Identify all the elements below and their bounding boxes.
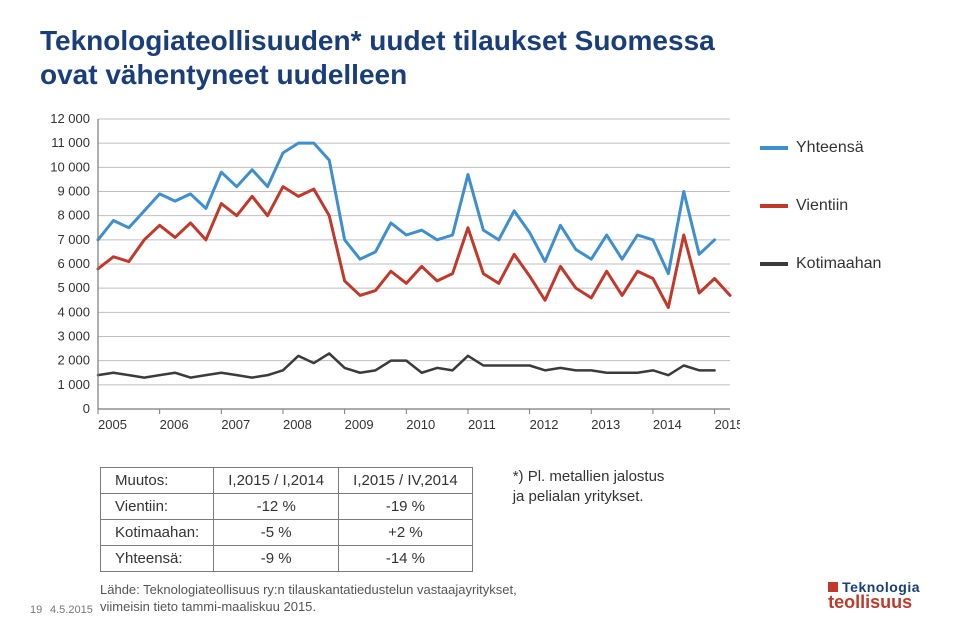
svg-text:2009: 2009 <box>345 417 374 432</box>
table-cell: Kotimaahan: <box>101 520 214 546</box>
svg-text:12 000: 12 000 <box>50 111 90 126</box>
table-header: I,2015 / I,2014 <box>214 468 339 494</box>
table-cell: -12 % <box>214 494 339 520</box>
svg-text:1 000: 1 000 <box>57 377 90 392</box>
svg-text:8 000: 8 000 <box>57 208 90 223</box>
title-line-1: Teknologiateollisuuden* uudet tilaukset … <box>40 25 715 56</box>
svg-text:2008: 2008 <box>283 417 312 432</box>
table-header: Muutos: <box>101 468 214 494</box>
page-title: Teknologiateollisuuden* uudet tilaukset … <box>40 24 920 91</box>
footnote-right: *) Pl. metallien jalostus ja pelialan yr… <box>513 467 673 572</box>
page-number: 19 <box>30 604 42 616</box>
chart-row: 0 1 000 2 000 3 000 4 000 5 000 6 000 7 000 8 00… <box>40 109 920 449</box>
svg-text:2012: 2012 <box>530 417 559 432</box>
legend-item: Vientiin <box>760 197 881 215</box>
svg-text:11 000: 11 000 <box>51 135 90 150</box>
brand-line-2: teollisuus <box>828 594 920 610</box>
table-cell: Vientiin: <box>101 494 214 520</box>
table-header: I,2015 / IV,2014 <box>339 468 473 494</box>
svg-text:2013: 2013 <box>591 417 620 432</box>
legend-swatch <box>760 146 788 150</box>
title-line-2: ovat vähentyneet uudelleen <box>40 59 407 90</box>
source-text: Lähde: Teknologiateollisuus ry:n tilausk… <box>100 582 517 616</box>
table-row: Yhteensä:-9 %-14 % <box>101 546 473 572</box>
legend-swatch <box>760 204 788 208</box>
svg-text:7 000: 7 000 <box>57 232 90 247</box>
table-cell: +2 % <box>339 520 473 546</box>
table-cell: -14 % <box>339 546 473 572</box>
table-cell: -9 % <box>214 546 339 572</box>
brand-logo: Teknologia teollisuus <box>828 581 920 610</box>
line-chart: 0 1 000 2 000 3 000 4 000 5 000 6 000 7 000 8 00… <box>40 109 740 449</box>
legend-item: Kotimaahan <box>760 255 881 273</box>
svg-text:9 000: 9 000 <box>57 184 90 199</box>
svg-text:3 000: 3 000 <box>57 329 90 344</box>
svg-text:2005: 2005 <box>98 417 127 432</box>
svg-text:2007: 2007 <box>221 417 250 432</box>
data-table: Muutos:I,2015 / I,2014I,2015 / IV,2014Vi… <box>100 467 473 572</box>
slide: Teknologiateollisuuden* uudet tilaukset … <box>0 0 960 634</box>
table-cell: Yhteensä: <box>101 546 214 572</box>
svg-text:2015: 2015 <box>715 417 740 432</box>
chart-svg: 0 1 000 2 000 3 000 4 000 5 000 6 000 7 000 8 00… <box>40 109 740 449</box>
svg-text:6 000: 6 000 <box>57 256 90 271</box>
below-row: Muutos:I,2015 / I,2014I,2015 / IV,2014Vi… <box>40 467 920 572</box>
svg-text:2014: 2014 <box>653 417 682 432</box>
svg-text:2010: 2010 <box>406 417 435 432</box>
legend-swatch <box>760 262 788 266</box>
table-cell: -5 % <box>214 520 339 546</box>
svg-text:2 000: 2 000 <box>57 353 90 368</box>
svg-text:2006: 2006 <box>160 417 189 432</box>
legend-label: Vientiin <box>796 197 848 215</box>
svg-text:4 000: 4 000 <box>57 305 90 320</box>
svg-text:2011: 2011 <box>468 417 496 432</box>
table-row: Kotimaahan:-5 %+2 % <box>101 520 473 546</box>
legend-label: Yhteensä <box>796 139 864 157</box>
table-cell: -19 % <box>339 494 473 520</box>
legend: Yhteensä Vientiin Kotimaahan <box>760 109 881 313</box>
svg-text:10 000: 10 000 <box>50 160 90 175</box>
legend-item: Yhteensä <box>760 139 881 157</box>
table-row: Vientiin:-12 %-19 % <box>101 494 473 520</box>
page-date: 4.5.2015 <box>50 604 93 616</box>
svg-text:0: 0 <box>83 401 90 416</box>
svg-text:5 000: 5 000 <box>57 280 90 295</box>
brand-square-icon <box>828 582 838 592</box>
legend-label: Kotimaahan <box>796 255 881 273</box>
